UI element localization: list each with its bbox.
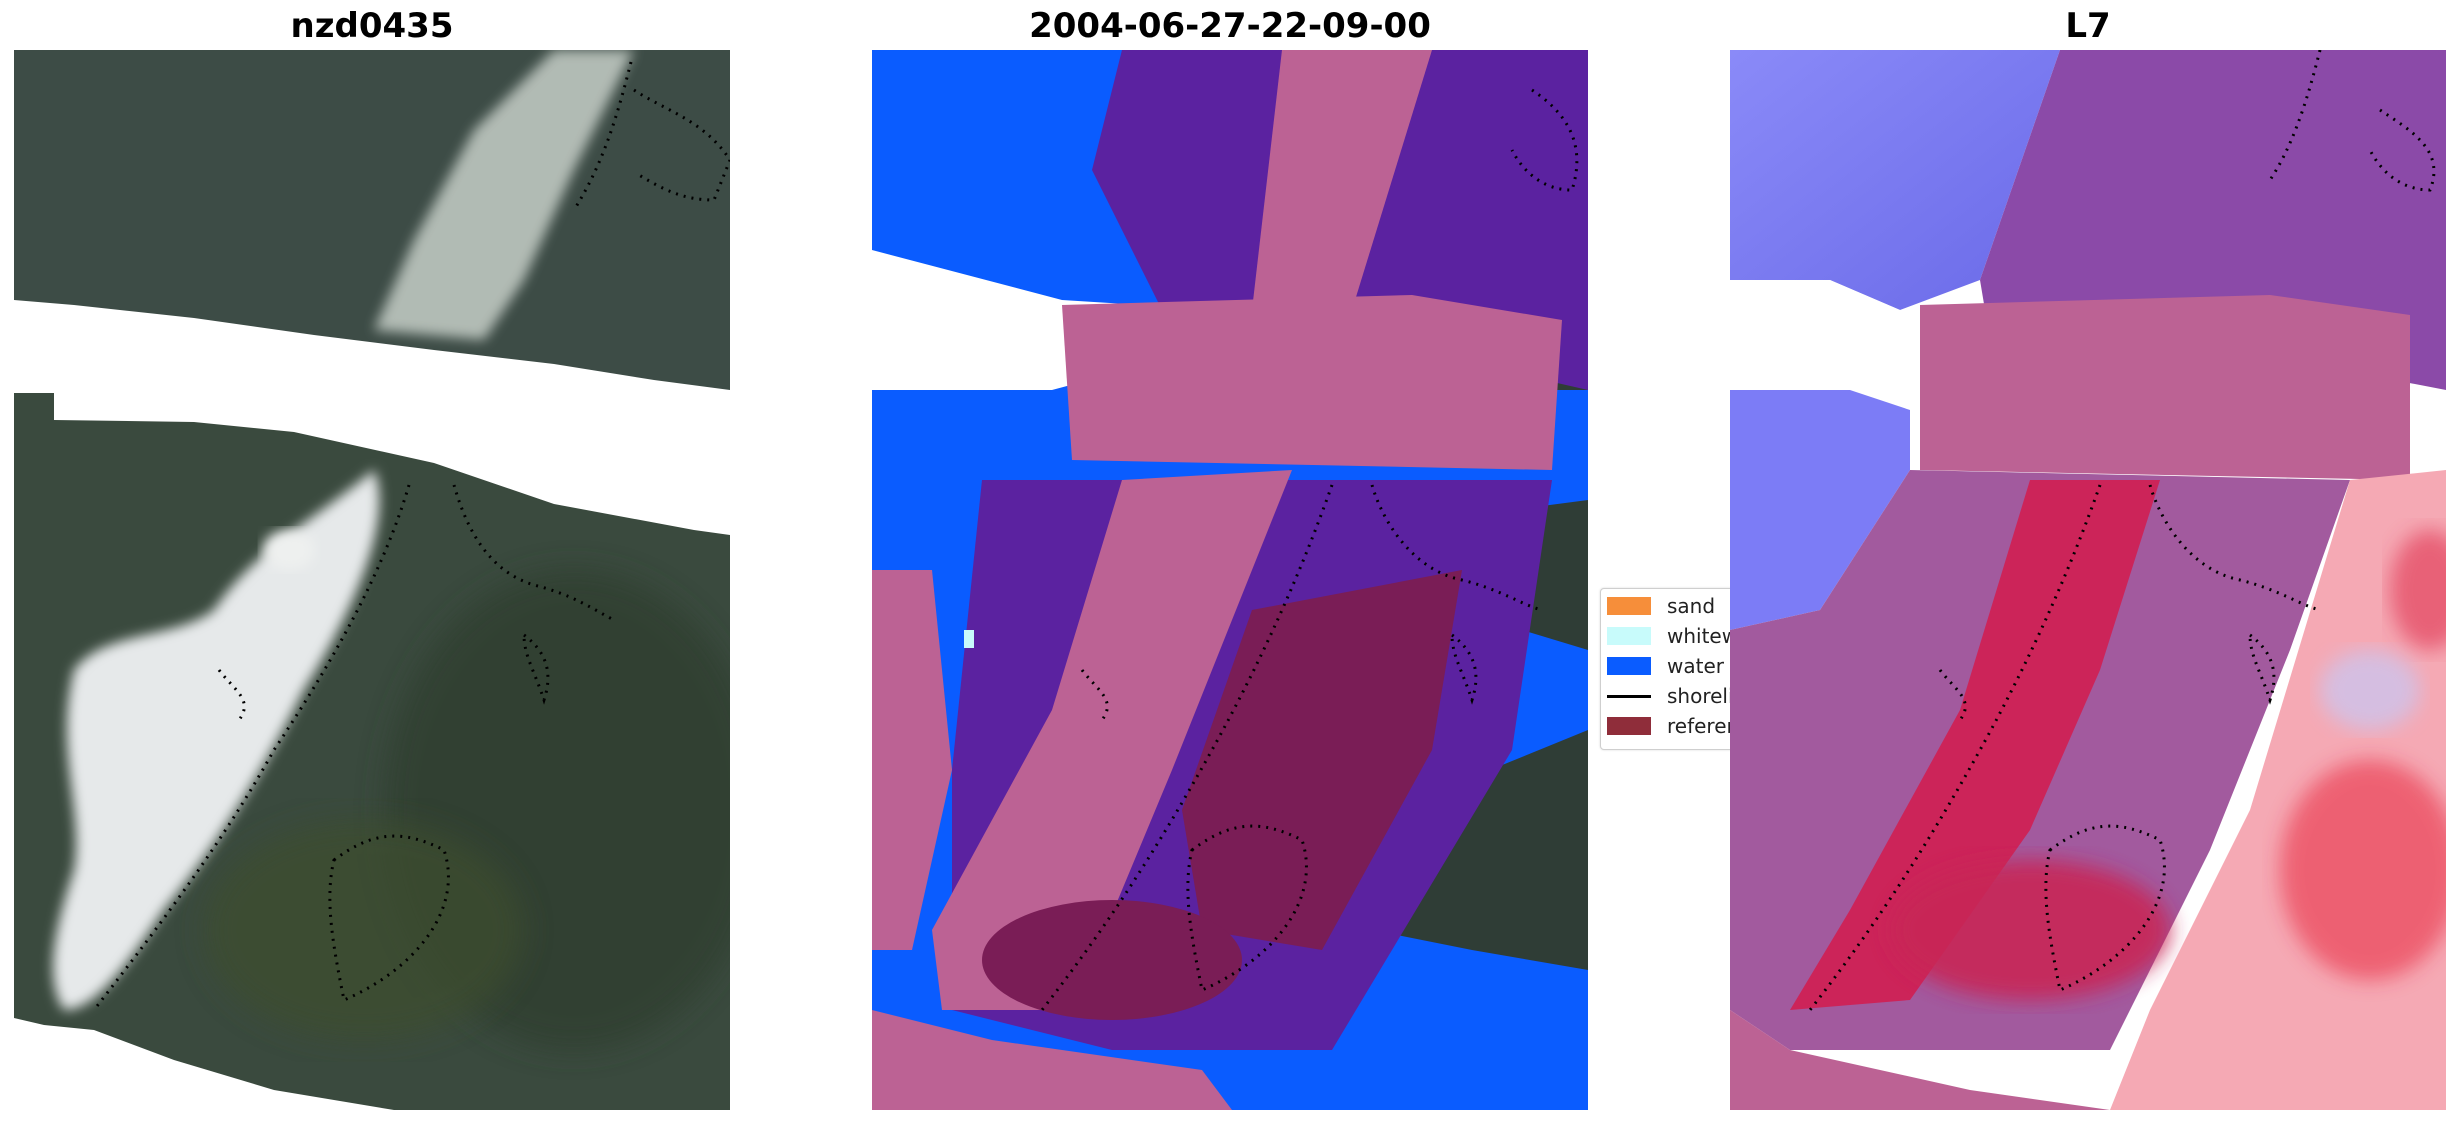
- legend-label-sand: sand: [1667, 594, 1716, 618]
- legend-item-sand: sand: [1607, 594, 1716, 618]
- classification-map: [872, 50, 1588, 1110]
- legend-swatch-water: [1607, 657, 1651, 675]
- rgb-image: [14, 50, 730, 1110]
- probability-panel: [1730, 50, 2446, 1110]
- panel-title-rgb: nzd0435: [290, 6, 454, 46]
- probability-map: [1730, 50, 2446, 1110]
- legend-label-water: water: [1667, 654, 1724, 678]
- legend: sand whitewater water shoreline referenc…: [1600, 588, 1752, 750]
- classification-panel: [872, 50, 1588, 1110]
- panel-title-classification: 2004-06-27-22-09-00: [1029, 6, 1431, 46]
- panel-title-probability: L7: [2065, 6, 2111, 46]
- legend-swatch-whitewater: [1607, 627, 1651, 645]
- legend-swatch-reference: [1607, 717, 1651, 735]
- rgb-image-panel: [14, 50, 730, 1110]
- legend-line-shoreline: [1607, 694, 1651, 698]
- legend-swatch-sand: [1607, 597, 1651, 615]
- legend-item-water: water: [1607, 654, 1724, 678]
